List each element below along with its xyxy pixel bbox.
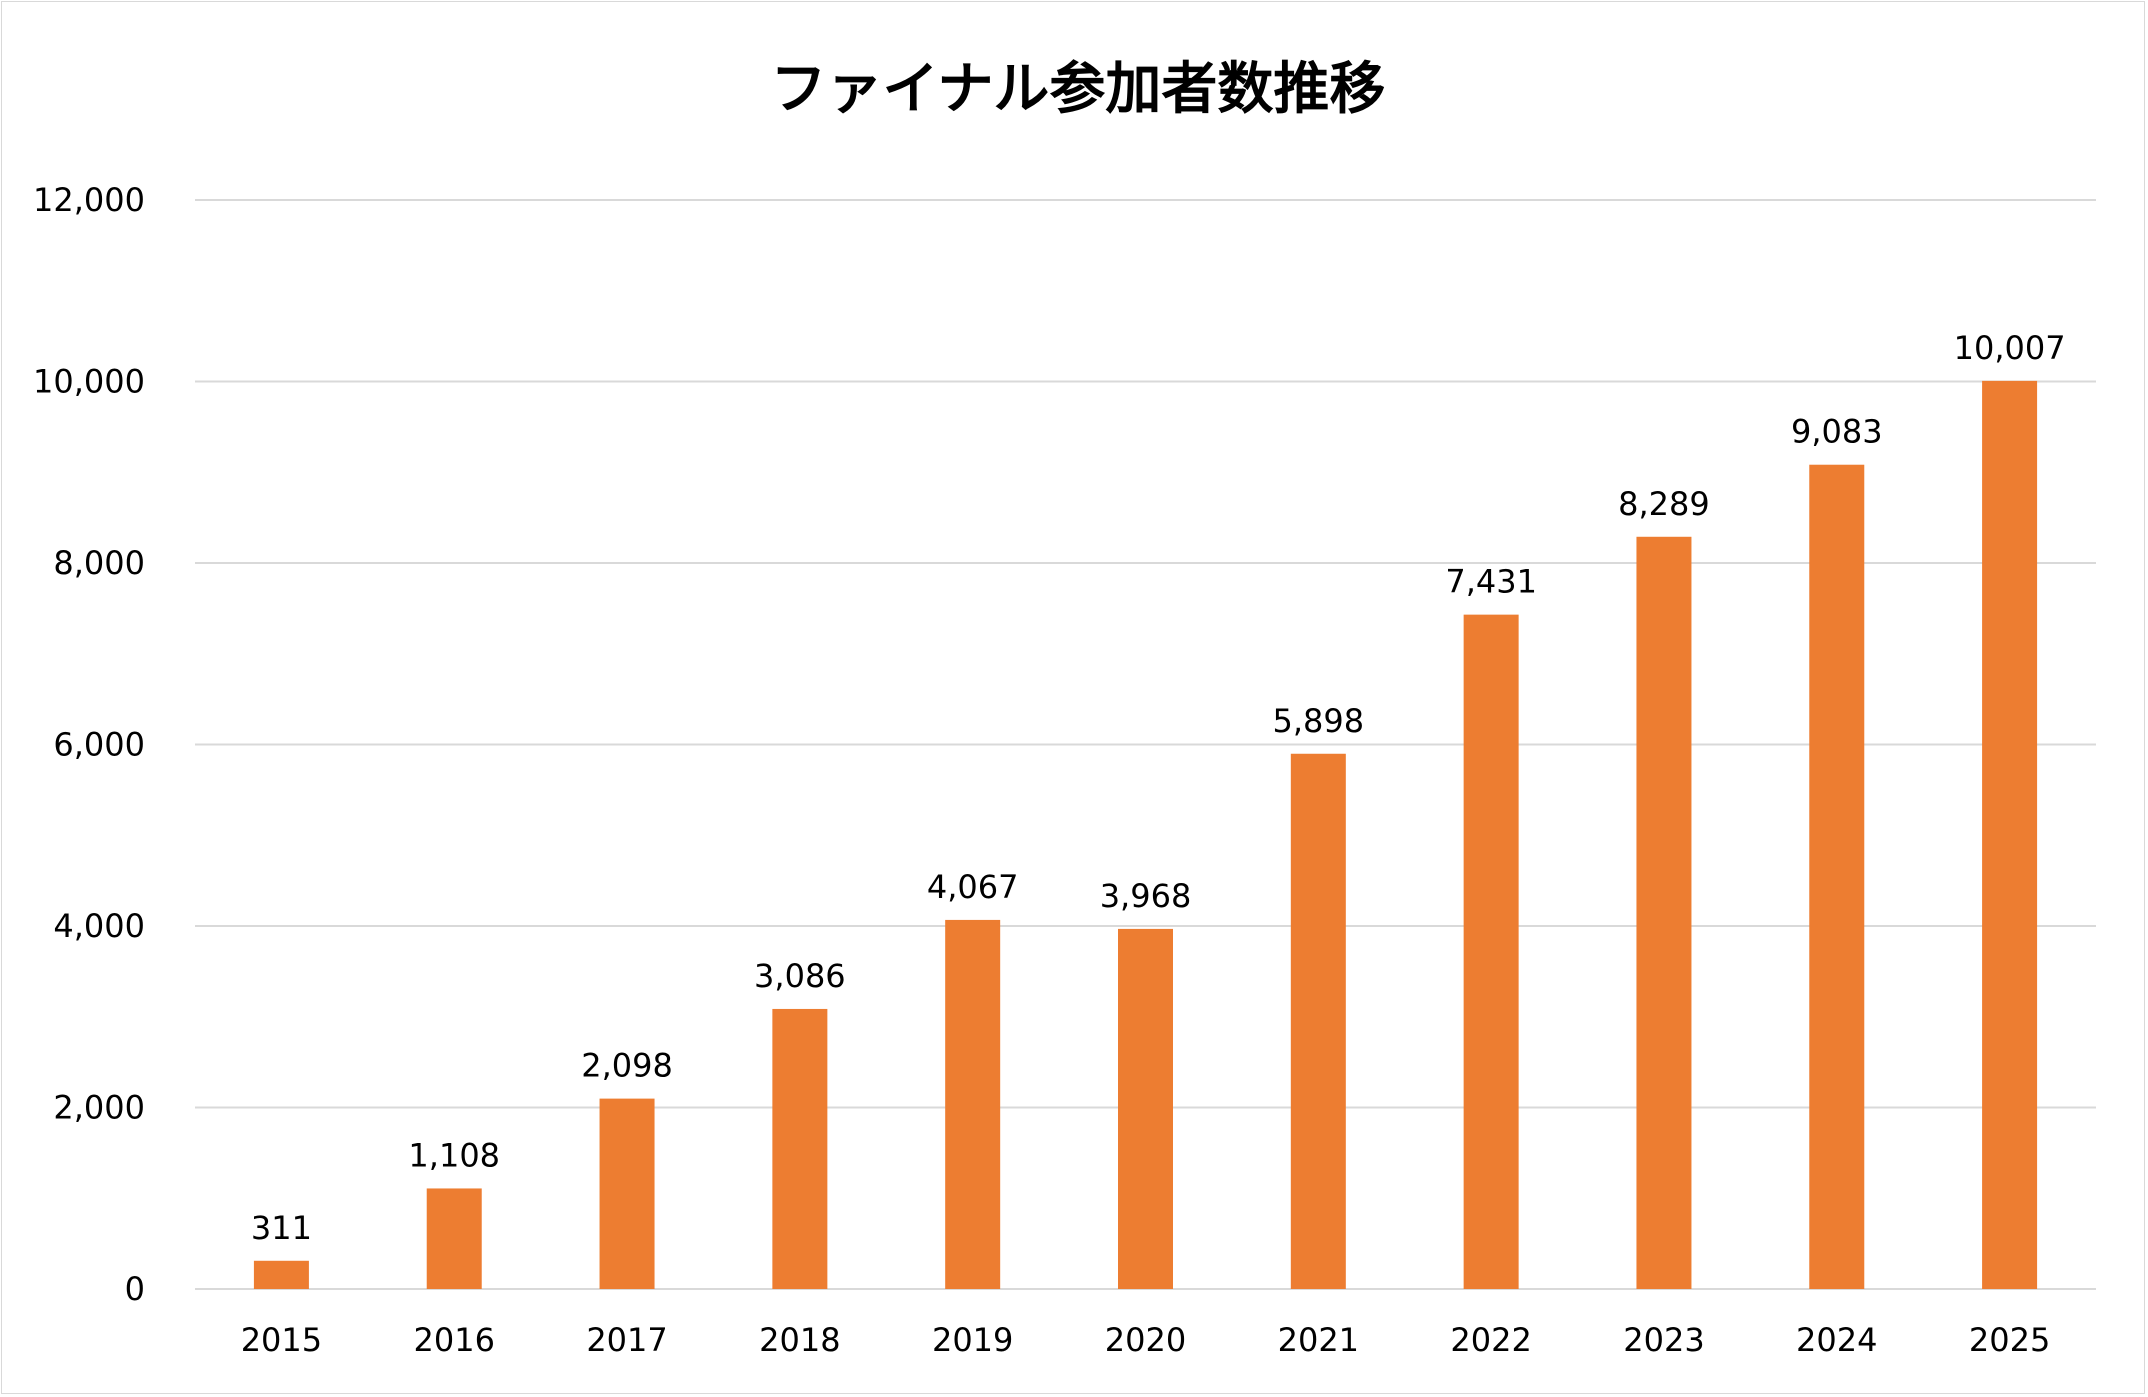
data-label: 10,007 bbox=[1954, 329, 2066, 367]
x-tick-label: 2017 bbox=[586, 1321, 667, 1359]
y-tick-label: 8,000 bbox=[53, 544, 145, 582]
x-tick-label: 2015 bbox=[241, 1321, 322, 1359]
x-tick-label: 2020 bbox=[1105, 1321, 1186, 1359]
data-label: 311 bbox=[251, 1209, 312, 1247]
bar-2025 bbox=[1982, 380, 2038, 1289]
data-label: 7,431 bbox=[1445, 563, 1537, 601]
y-tick-label: 4,000 bbox=[53, 907, 145, 945]
bar-2016 bbox=[426, 1188, 482, 1289]
data-label: 8,289 bbox=[1618, 485, 1710, 523]
x-tick-label: 2024 bbox=[1796, 1321, 1877, 1359]
x-tick-label: 2025 bbox=[1969, 1321, 2050, 1359]
data-label: 1,108 bbox=[408, 1136, 500, 1174]
data-label: 4,067 bbox=[927, 868, 1019, 906]
chart-title: ファイナル参加者数推移 bbox=[771, 57, 1386, 122]
data-label: 5,898 bbox=[1273, 702, 1365, 740]
bar-2023 bbox=[1636, 536, 1692, 1289]
y-tick-label: 0 bbox=[125, 1270, 145, 1308]
bar-2019 bbox=[945, 919, 1001, 1289]
x-tick-label: 2022 bbox=[1450, 1321, 1531, 1359]
data-label: 3,086 bbox=[754, 957, 846, 995]
x-tick-label: 2018 bbox=[759, 1321, 840, 1359]
y-tick-label: 6,000 bbox=[53, 726, 145, 764]
bar-2024 bbox=[1809, 464, 1865, 1289]
x-tick-label: 2023 bbox=[1623, 1321, 1704, 1359]
y-tick-label: 2,000 bbox=[53, 1089, 145, 1127]
bar-2021 bbox=[1290, 753, 1346, 1289]
x-tick-label: 2019 bbox=[932, 1321, 1013, 1359]
x-tick-label: 2021 bbox=[1278, 1321, 1359, 1359]
data-label: 2,098 bbox=[581, 1047, 673, 1085]
y-tick-label: 12,000 bbox=[33, 181, 145, 219]
x-tick-label: 2016 bbox=[414, 1321, 495, 1359]
data-label: 3,968 bbox=[1100, 877, 1192, 915]
bar-2015 bbox=[253, 1260, 309, 1289]
y-tick-label: 10,000 bbox=[33, 363, 145, 401]
bar-2017 bbox=[599, 1098, 655, 1289]
bar-2022 bbox=[1463, 614, 1519, 1289]
bar-2020 bbox=[1118, 928, 1173, 1289]
data-label: 9,083 bbox=[1791, 413, 1883, 451]
bar-2018 bbox=[772, 1008, 828, 1289]
